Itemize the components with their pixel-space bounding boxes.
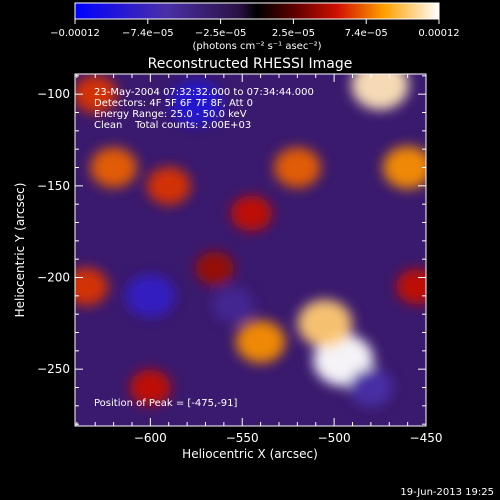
annotation-detectors: Detectors: 4F 5F 6F 7F 8F, Att 0: [94, 98, 253, 109]
heatmap-hotspot: [396, 269, 437, 305]
y-axis-tick-label: −250: [37, 362, 70, 376]
y-axis-label: Heliocentric Y (arcsec): [13, 183, 27, 318]
colorbar: [75, 3, 439, 19]
y-axis-tick-label: −150: [37, 179, 70, 193]
heatmap-hotspot: [231, 196, 272, 232]
heatmap-hotspot: [90, 147, 137, 187]
footer-timestamp: 19-Jun-2013 19:25: [400, 487, 494, 498]
heatmap-hotspot: [349, 369, 393, 407]
heatmap-hotspot: [236, 320, 285, 363]
heatmap-hotspot: [64, 268, 108, 306]
y-axis-tick-label: −100: [37, 87, 70, 101]
colorbar-tick-label: −0.00012: [50, 28, 100, 39]
colorbar-tick-labels: −0.00012 −7.4e−05 −2.5e−05 2.5e−05 7.4e−05 0.…: [50, 28, 460, 39]
annotation-time-range: 23-May-2004 07:32:32.000 to 07:34:44.000: [94, 87, 314, 98]
annotation-energy-range: Energy Range: 25.0 - 50.0 keV: [94, 109, 247, 120]
annotation-peak-position: Position of Peak = [-475,-91]: [94, 398, 237, 409]
colorbar-tick-label: 7.4e−05: [345, 28, 388, 39]
heatmap-hotspot: [195, 252, 234, 285]
y-axis-tick-labels: −100 −150 −200 −250: [37, 87, 70, 376]
colorbar-ticks: [75, 19, 439, 24]
x-axis-tick-label: −450: [410, 431, 443, 445]
heatmap-hotspot: [126, 275, 175, 318]
chart-title: Reconstructed RHESSI Image: [148, 56, 353, 72]
heatmap-hotspot: [147, 167, 191, 205]
colorbar-tick-label: 2.5e−05: [272, 28, 315, 39]
x-axis-tick-label: −550: [226, 431, 259, 445]
heatmap-hotspot: [274, 147, 321, 187]
heatmap-hotspot: [351, 60, 408, 110]
colorbar-unit: (photons cm⁻² s⁻¹ asec⁻²): [192, 41, 321, 52]
colorbar-tick-label: −7.4e−05: [122, 28, 174, 39]
colorbar-tick-label: 0.00012: [418, 28, 459, 39]
heatmap-hotspot: [212, 287, 253, 323]
x-axis-tick-label: −500: [318, 431, 351, 445]
y-axis-tick-label: −200: [37, 271, 70, 285]
x-axis-tick-labels: −600 −550 −500 −450: [134, 431, 443, 445]
x-axis-label: Heliocentric X (arcsec): [182, 447, 318, 461]
colorbar-tick-label: −2.5e−05: [195, 28, 247, 39]
annotation-clean-counts: Clean Total counts: 2.00E+03: [94, 120, 251, 131]
x-axis-tick-label: −600: [134, 431, 167, 445]
heatmap-hotspot: [298, 300, 353, 347]
